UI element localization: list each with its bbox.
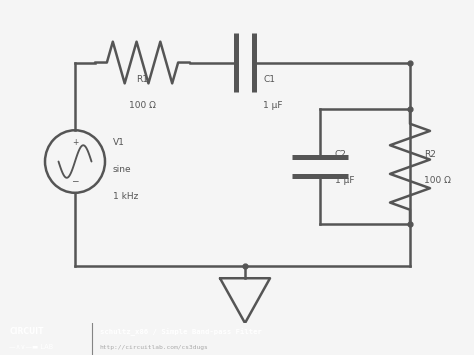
Text: −: − <box>71 176 79 185</box>
Text: 100 Ω: 100 Ω <box>424 176 451 185</box>
Text: 100 Ω: 100 Ω <box>129 101 156 110</box>
Text: sine: sine <box>113 165 132 174</box>
Text: —∧∨—▬ LAB: —∧∨—▬ LAB <box>9 344 54 350</box>
Text: CIRCUIT: CIRCUIT <box>9 328 44 337</box>
Text: schultz_x86 / Simple Band-pass Filter: schultz_x86 / Simple Band-pass Filter <box>100 328 262 336</box>
Text: V1: V1 <box>113 138 125 147</box>
Text: C2: C2 <box>335 150 347 159</box>
Text: C1: C1 <box>263 75 275 84</box>
Text: 1 μF: 1 μF <box>263 101 283 110</box>
Text: R1: R1 <box>137 75 148 84</box>
Text: http://circuitlab.com/cs3dugs: http://circuitlab.com/cs3dugs <box>100 344 208 350</box>
Text: 1 μF: 1 μF <box>335 176 355 185</box>
Text: 1 kHz: 1 kHz <box>113 192 138 201</box>
Text: +: + <box>72 138 78 147</box>
Text: R2: R2 <box>424 150 436 159</box>
